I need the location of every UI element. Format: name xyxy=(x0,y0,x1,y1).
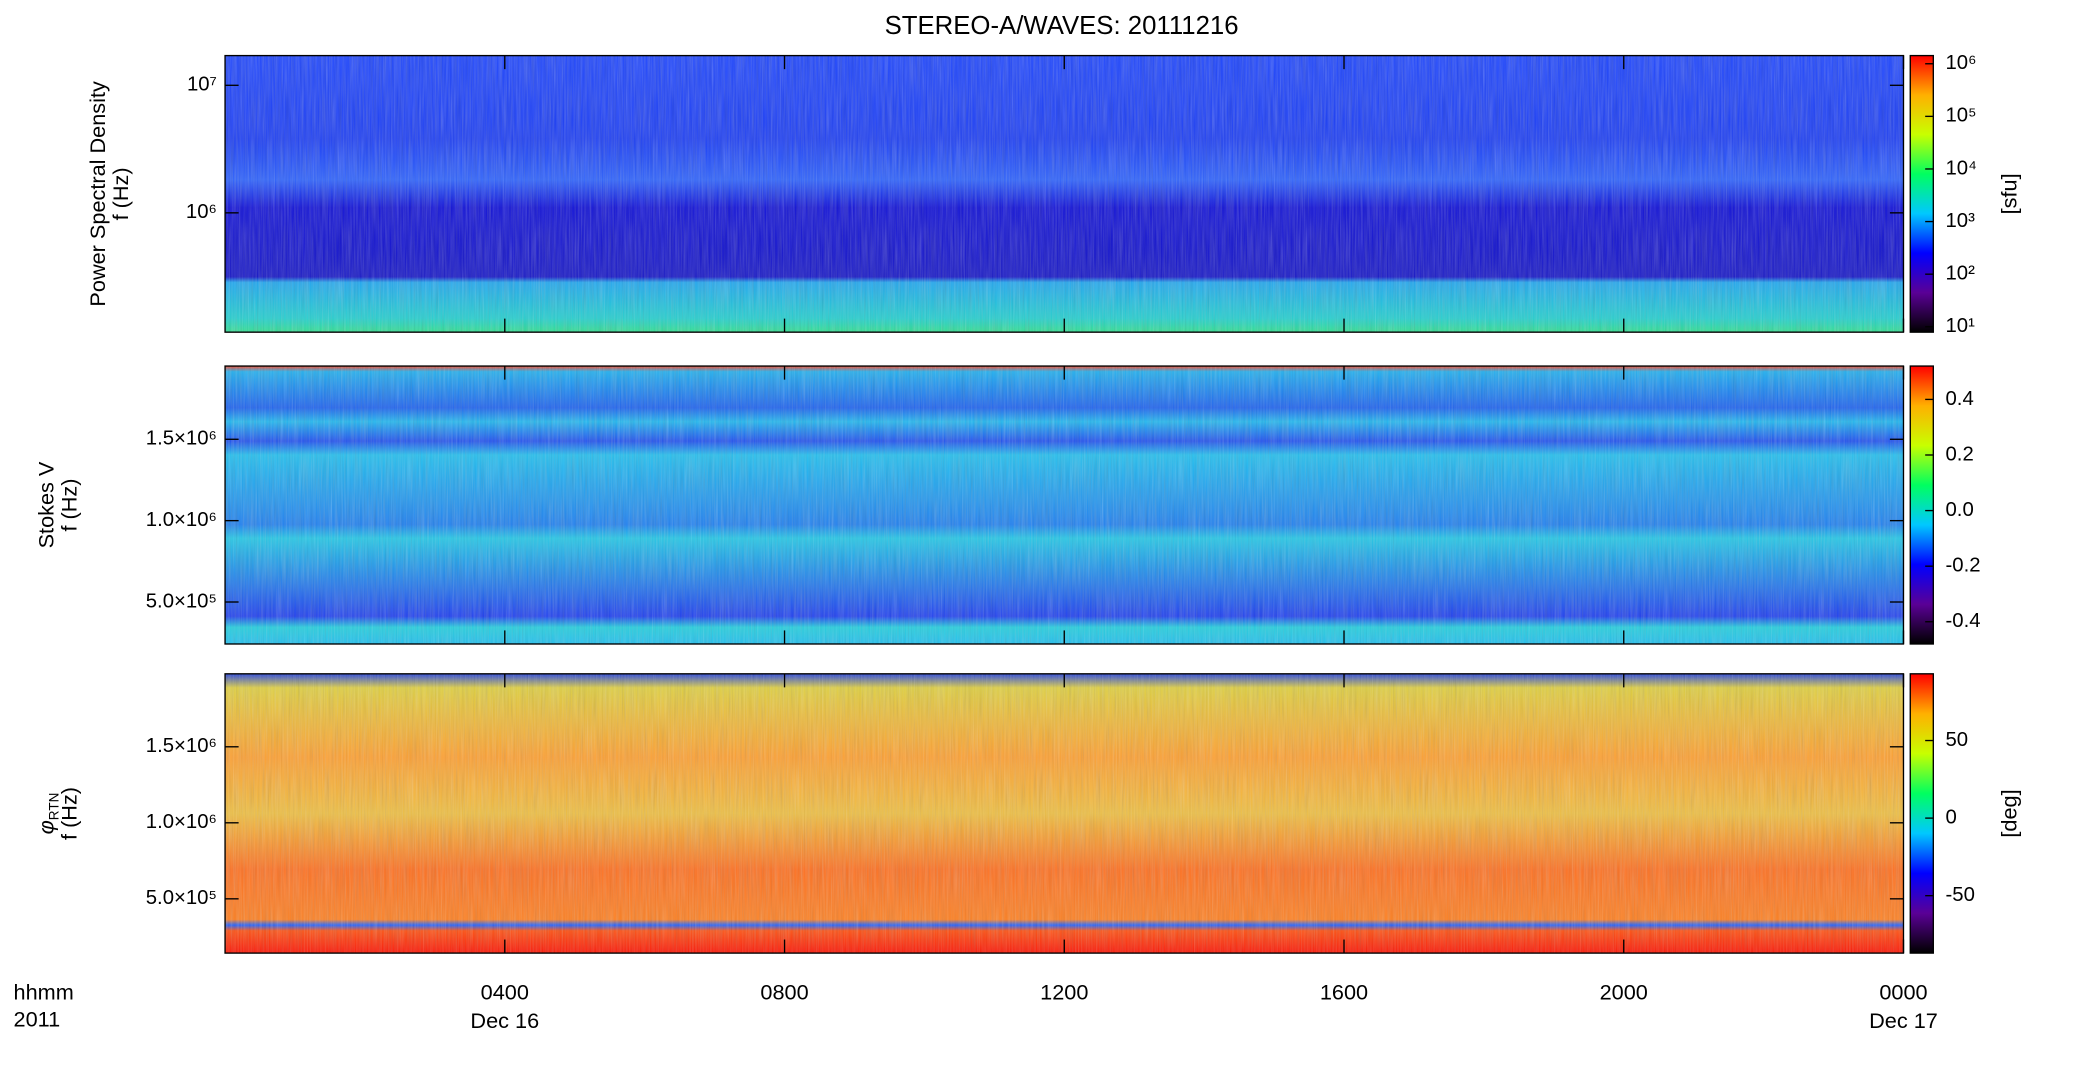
colorbar-label: [deg] xyxy=(1996,789,2021,837)
colorbar-tick-label: 0.4 xyxy=(1946,388,1974,410)
x-tick-label: 0400 xyxy=(481,980,529,1005)
x-tick-label: 1600 xyxy=(1320,980,1368,1005)
x-date-label: Dec 17 xyxy=(1869,1008,1938,1033)
spectrogram-texture xyxy=(225,366,1904,644)
y-axis-label: f (Hz) xyxy=(108,167,133,220)
y-tick-label: 1.0×10⁶ xyxy=(146,509,217,531)
colorbar-frame xyxy=(1909,673,1934,954)
colorbar-label: [sfu] xyxy=(1996,173,2021,214)
y-axis-label: Power Spectral Density xyxy=(85,81,110,307)
y-axis-label-text: f (Hz) xyxy=(108,167,133,220)
spectrogram-texture xyxy=(225,673,1904,954)
y-axis-label-text: f (Hz) xyxy=(56,787,81,840)
y-axis-label-subscript: RTN xyxy=(47,793,62,821)
y-axis-label-text: f (Hz) xyxy=(56,479,81,532)
colorbar-tick-label: 10⁵ xyxy=(1946,105,1977,127)
y-tick-label: 1.0×10⁶ xyxy=(146,811,217,833)
y-axis-label: f (Hz) xyxy=(56,787,81,840)
x-date-label: Dec 16 xyxy=(470,1008,539,1033)
y-axis-label-text: φ xyxy=(33,820,58,834)
y-tick-label: 5.0×10⁵ xyxy=(146,887,217,909)
spectrogram-texture xyxy=(225,55,1904,333)
colorbar xyxy=(1910,366,1934,644)
y-tick-label: 10⁷ xyxy=(187,74,217,96)
x-tick-label: 0000 xyxy=(1879,980,1927,1005)
colorbar-tick-label: -0.4 xyxy=(1946,610,1981,632)
colorbar-tick-label: -50 xyxy=(1946,884,1975,906)
colorbar-tick-label: 10⁴ xyxy=(1946,157,1977,179)
title: STEREO-A/WAVES: 20111216 xyxy=(885,12,1239,40)
colorbar xyxy=(1910,673,1934,954)
y-tick-label: 5.0×10⁵ xyxy=(146,590,217,612)
y-axis-label: φRTN xyxy=(33,793,61,835)
y-tick-label: 1.5×10⁶ xyxy=(146,735,217,757)
y-axis-label-text: Power Spectral Density xyxy=(85,81,110,307)
colorbar-tick-label: 10⁶ xyxy=(1946,52,1977,74)
x-axis-label: 2011 xyxy=(14,1007,61,1032)
x-tick-label: 2000 xyxy=(1600,980,1648,1005)
y-axis-label-text: Stokes V xyxy=(33,461,58,548)
colorbar-frame xyxy=(1909,365,1934,645)
colorbar-tick-label: 50 xyxy=(1946,729,1969,751)
x-tick-label: 1200 xyxy=(1040,980,1088,1005)
colorbar-tick-label: 0.2 xyxy=(1946,443,1974,465)
y-tick-label: 10⁶ xyxy=(186,201,217,223)
colorbar-tick-label: 0 xyxy=(1946,806,1957,828)
x-tick-label: 0800 xyxy=(760,980,808,1005)
y-axis-label: Stokes V xyxy=(33,461,58,548)
colorbar-frame xyxy=(1909,54,1934,333)
colorbar-tick-label: 10¹ xyxy=(1946,315,1976,337)
colorbar xyxy=(1910,55,1934,333)
colorbar-tick-label: -0.2 xyxy=(1946,555,1981,577)
colorbar-tick-label: 10² xyxy=(1946,263,1976,285)
y-tick-label: 1.5×10⁶ xyxy=(146,428,217,450)
colorbar-tick-label: 10³ xyxy=(1946,210,1976,232)
y-axis-label: f (Hz) xyxy=(56,479,81,532)
x-axis-label: hhmm xyxy=(14,980,74,1005)
colorbar-tick-label: 0.0 xyxy=(1946,499,1974,521)
